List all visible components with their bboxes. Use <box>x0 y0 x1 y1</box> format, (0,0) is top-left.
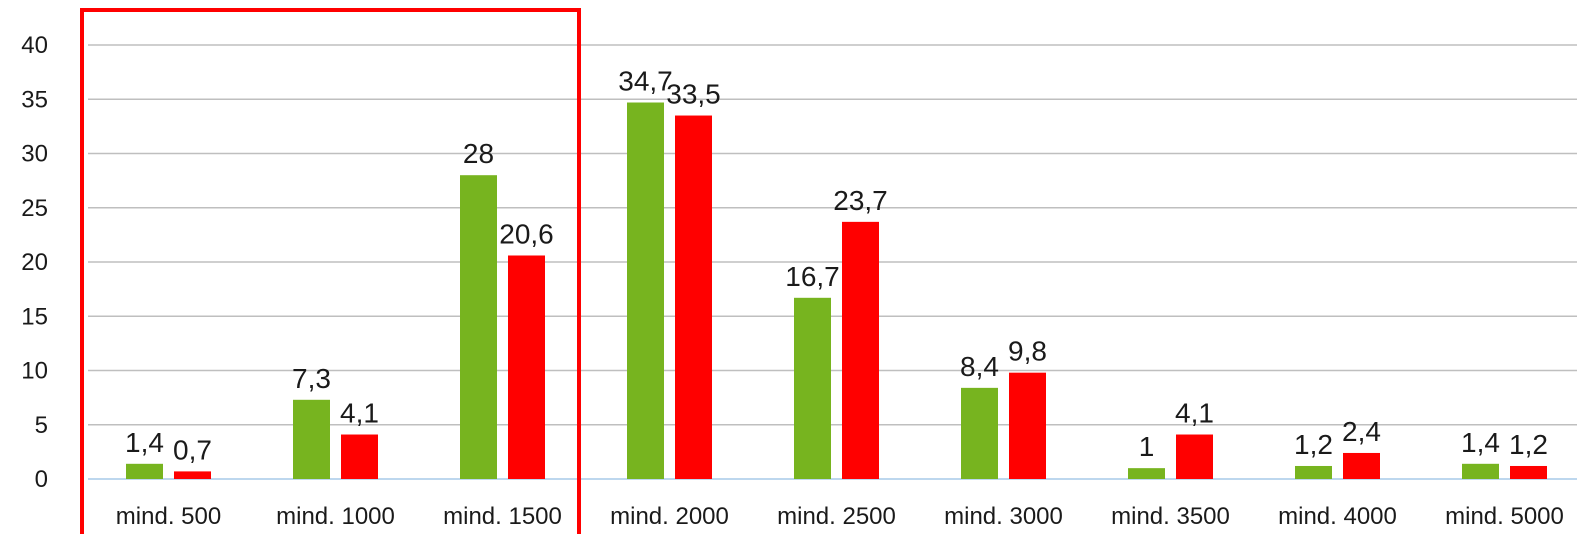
bar-red <box>341 434 378 479</box>
data-label: 33,5 <box>666 79 721 110</box>
bar-red <box>1510 465 1547 479</box>
bar-green <box>460 175 497 479</box>
y-tick-label: 10 <box>21 358 48 385</box>
data-label: 4,1 <box>1175 398 1214 429</box>
x-axis: mind. 500 mind. 1000 mind. 1500 mind. 2000 m… <box>116 503 1564 530</box>
x-tick-label: mind. 1500 <box>443 503 562 530</box>
y-tick-label: 0 <box>35 466 48 493</box>
data-labels: 1,4 0,7 7,3 4,1 28 20,6 34,733,5 16,7 23,7 8,4 9,8… <box>125 66 1548 466</box>
data-label: 8,4 <box>960 351 999 382</box>
bars <box>126 102 1547 480</box>
x-tick-label: mind. 2000 <box>610 503 729 530</box>
bar-red <box>842 221 879 480</box>
x-tick-label: mind. 3000 <box>944 503 1063 530</box>
bar-green <box>794 297 831 479</box>
bar-green <box>293 399 330 479</box>
x-tick-label: mind. 5000 <box>1445 503 1564 530</box>
x-tick-label: mind. 3500 <box>1111 503 1230 530</box>
data-label: 2,4 <box>1342 416 1381 447</box>
bar-green <box>627 102 664 479</box>
data-label: 1 <box>1139 431 1155 462</box>
data-label: 23,7 <box>833 185 888 216</box>
bar-red <box>1176 434 1213 479</box>
y-tick-label: 20 <box>21 249 48 276</box>
y-tick-label: 40 <box>21 32 48 59</box>
data-label: 1,2 <box>1509 429 1548 460</box>
data-label: 4,1 <box>340 398 379 429</box>
highlight-box <box>80 8 581 534</box>
data-label: 7,3 <box>292 363 331 394</box>
y-tick-label: 25 <box>21 195 48 222</box>
bar-red <box>1343 452 1380 479</box>
bar-red <box>508 255 545 479</box>
data-label: 1,2 <box>1294 429 1333 460</box>
bar-green <box>1462 463 1499 479</box>
data-label: 34,7 <box>618 66 673 97</box>
data-label: 16,7 <box>785 261 840 292</box>
x-tick-label: mind. 500 <box>116 503 221 530</box>
data-label: 20,6 <box>499 218 554 249</box>
data-label: 1,4 <box>1461 427 1500 458</box>
y-tick-label: 5 <box>35 412 48 439</box>
bar-green <box>1128 468 1165 479</box>
y-tick-label: 35 <box>21 86 48 113</box>
bar-red <box>1009 372 1046 479</box>
bar-green <box>961 387 998 479</box>
bar-red <box>174 471 211 479</box>
data-label: 1,4 <box>125 427 164 458</box>
bar-green <box>126 463 163 479</box>
y-tick-label: 30 <box>21 141 48 168</box>
bar-green <box>1295 465 1332 479</box>
data-label: 28 <box>463 138 494 169</box>
bar-red <box>675 115 712 480</box>
data-label: 0,7 <box>173 434 212 465</box>
y-axis: 0 5 10 15 20 25 30 35 40 <box>21 32 48 493</box>
y-tick-label: 15 <box>21 303 48 330</box>
x-tick-label: mind. 4000 <box>1278 503 1397 530</box>
x-tick-label: mind. 2500 <box>777 503 896 530</box>
data-label: 9,8 <box>1008 336 1047 367</box>
x-tick-label: mind. 1000 <box>276 503 395 530</box>
